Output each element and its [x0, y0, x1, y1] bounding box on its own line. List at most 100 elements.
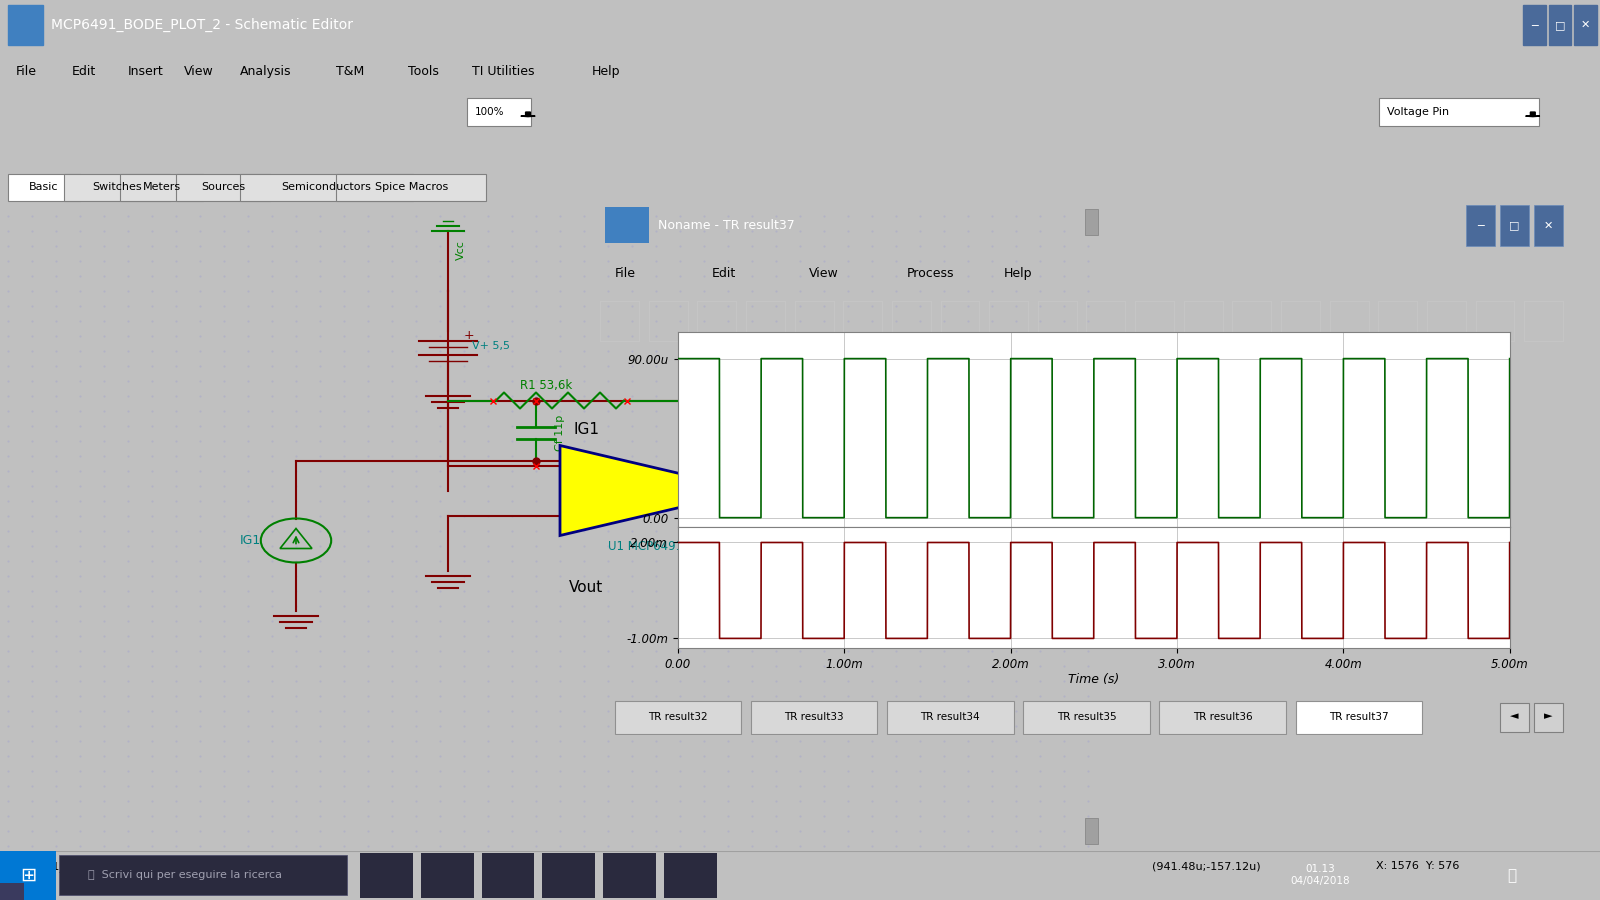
Bar: [467, 98, 531, 126]
Bar: [101, 139, 128, 166]
Text: Process: Process: [907, 267, 954, 280]
Text: IG1: IG1: [573, 422, 600, 436]
Bar: [1296, 701, 1422, 734]
Text: Insert: Insert: [128, 65, 163, 77]
Bar: [171, 98, 206, 126]
Text: Vcc: Vcc: [728, 424, 738, 443]
Text: Vcc: Vcc: [456, 240, 466, 260]
Bar: [712, 98, 747, 126]
Polygon shape: [560, 446, 752, 536]
Bar: [462, 98, 498, 126]
FancyArrow shape: [1526, 112, 1539, 117]
Bar: [389, 139, 416, 166]
Bar: [213, 98, 248, 126]
Bar: [1499, 205, 1530, 246]
Bar: [360, 853, 413, 897]
Text: Voltage Pin: Voltage Pin: [1387, 107, 1450, 117]
Text: ✕: ✕: [1581, 20, 1590, 31]
Bar: [296, 98, 331, 126]
Bar: [421, 139, 448, 166]
Text: V+ 5,5: V+ 5,5: [472, 340, 510, 350]
Bar: [886, 701, 1013, 734]
Bar: [0, 850, 136, 882]
Bar: [1330, 301, 1368, 340]
Text: Cf 11p: Cf 11p: [555, 415, 565, 451]
Bar: [240, 175, 413, 201]
Bar: [357, 139, 384, 166]
Bar: [165, 139, 192, 166]
X-axis label: Time (s): Time (s): [1069, 673, 1120, 687]
Text: −: −: [573, 458, 586, 473]
Bar: [176, 175, 270, 201]
Bar: [8, 5, 43, 45]
Bar: [1427, 301, 1466, 340]
Bar: [1085, 209, 1098, 235]
Bar: [5, 98, 40, 126]
Text: File: File: [16, 65, 37, 77]
Bar: [664, 853, 717, 897]
Bar: [941, 301, 979, 340]
Text: Basic: Basic: [29, 182, 59, 192]
Text: TR result34: TR result34: [920, 712, 981, 722]
Bar: [1232, 301, 1272, 340]
Text: TR result36: TR result36: [1194, 712, 1253, 722]
Text: ◄: ◄: [1510, 712, 1518, 722]
Text: Edit: Edit: [712, 267, 736, 280]
Bar: [1379, 98, 1539, 126]
Bar: [197, 139, 224, 166]
Text: TR result33: TR result33: [784, 712, 843, 722]
Bar: [542, 853, 595, 897]
Bar: [1378, 301, 1418, 340]
Text: IG1: IG1: [240, 534, 261, 547]
Bar: [750, 701, 877, 734]
Bar: [8, 175, 80, 201]
Bar: [421, 853, 474, 897]
Bar: [1574, 5, 1597, 45]
Bar: [600, 301, 638, 340]
Text: MCP6491_BODE_PLOT_2: MCP6491_BODE_PLOT_2: [8, 860, 144, 872]
Bar: [587, 98, 622, 126]
Text: ✕: ✕: [1544, 220, 1554, 230]
Bar: [229, 139, 256, 166]
Bar: [1523, 5, 1546, 45]
Bar: [504, 98, 539, 126]
Bar: [1160, 701, 1286, 734]
Bar: [1549, 5, 1571, 45]
Text: Edit: Edit: [72, 65, 96, 77]
Bar: [698, 301, 736, 340]
Bar: [746, 301, 786, 340]
Bar: [485, 139, 512, 166]
Text: □: □: [1509, 220, 1520, 230]
Bar: [421, 98, 456, 126]
Bar: [261, 139, 288, 166]
Bar: [453, 139, 480, 166]
Bar: [648, 301, 688, 340]
Text: 🔍  Scrivi qui per eseguire la ricerca: 🔍 Scrivi qui per eseguire la ricerca: [88, 870, 282, 880]
Text: ─: ─: [1531, 20, 1538, 31]
Bar: [293, 139, 320, 166]
Bar: [1085, 818, 1098, 844]
Text: □: □: [1555, 20, 1565, 31]
Text: R1 53,6k: R1 53,6k: [520, 379, 573, 392]
Text: Sources: Sources: [202, 182, 245, 192]
Text: File: File: [614, 267, 635, 280]
Text: +: +: [464, 329, 475, 342]
Text: Vcc: Vcc: [688, 553, 698, 572]
Bar: [1086, 301, 1125, 340]
Bar: [254, 98, 290, 126]
Text: 🔔: 🔔: [1507, 868, 1517, 883]
Text: Spice Macros: Spice Macros: [374, 182, 448, 192]
Bar: [629, 98, 664, 126]
Bar: [843, 301, 882, 340]
Text: 01.13
04/04/2018: 01.13 04/04/2018: [1290, 864, 1350, 886]
Text: ─: ─: [1477, 220, 1483, 230]
Bar: [482, 853, 534, 897]
Text: Meters: Meters: [142, 182, 181, 192]
Bar: [1525, 301, 1563, 340]
Bar: [989, 301, 1029, 340]
Text: Help: Help: [592, 65, 621, 77]
Text: T&M: T&M: [336, 65, 365, 77]
Text: +: +: [573, 508, 586, 523]
Text: TI Utilities: TI Utilities: [472, 65, 534, 77]
Text: Analysis: Analysis: [240, 65, 291, 77]
